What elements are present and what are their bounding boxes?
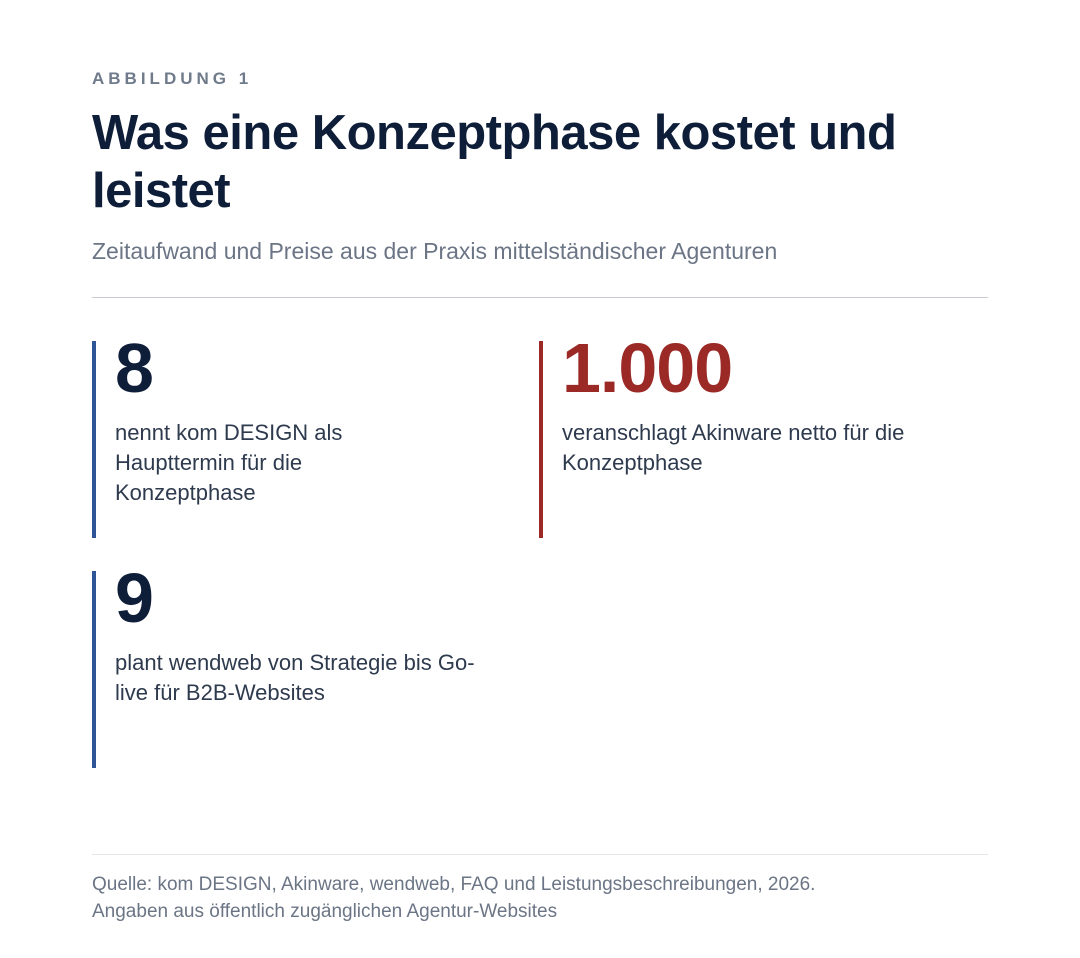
source-note: Quelle: kom DESIGN, Akinware, wendweb, F… bbox=[92, 871, 988, 925]
figure-subtitle: Zeitaufwand und Preise aus der Praxis mi… bbox=[92, 238, 778, 264]
stat-label: veranschlagt Akinware netto für die Konz… bbox=[562, 420, 905, 475]
source-line: Quelle: kom DESIGN, Akinware, wendweb, F… bbox=[92, 874, 816, 895]
figure-title: Was eine Konzeptphase kostet und leistet bbox=[92, 106, 897, 218]
stat-value: 9 bbox=[115, 559, 154, 637]
stat-card-kom-design: 8 nennt kom DESIGN als Haupttermin für d… bbox=[92, 329, 512, 538]
figure-card: ABBILDUNG 1 Was eine Konzeptphase kostet… bbox=[92, 0, 988, 958]
stat-value: 8 bbox=[115, 329, 154, 407]
divider-top bbox=[92, 297, 988, 298]
divider-bottom bbox=[92, 854, 988, 855]
stat-card-akinware: 1.000 veranschlagt Akinware netto für di… bbox=[539, 329, 979, 538]
stat-value: 1.000 bbox=[562, 329, 733, 407]
stat-card-wendweb: 9 plant wendweb von Strategie bis Go-liv… bbox=[92, 559, 512, 768]
figure-eyebrow: ABBILDUNG 1 bbox=[92, 69, 253, 88]
stat-label: nennt kom DESIGN als Haupttermin für die… bbox=[115, 420, 343, 505]
source-line: Angaben aus öffentlich zugänglichen Agen… bbox=[92, 901, 558, 922]
stat-label: plant wendweb von Strategie bis Go-live … bbox=[115, 650, 475, 705]
